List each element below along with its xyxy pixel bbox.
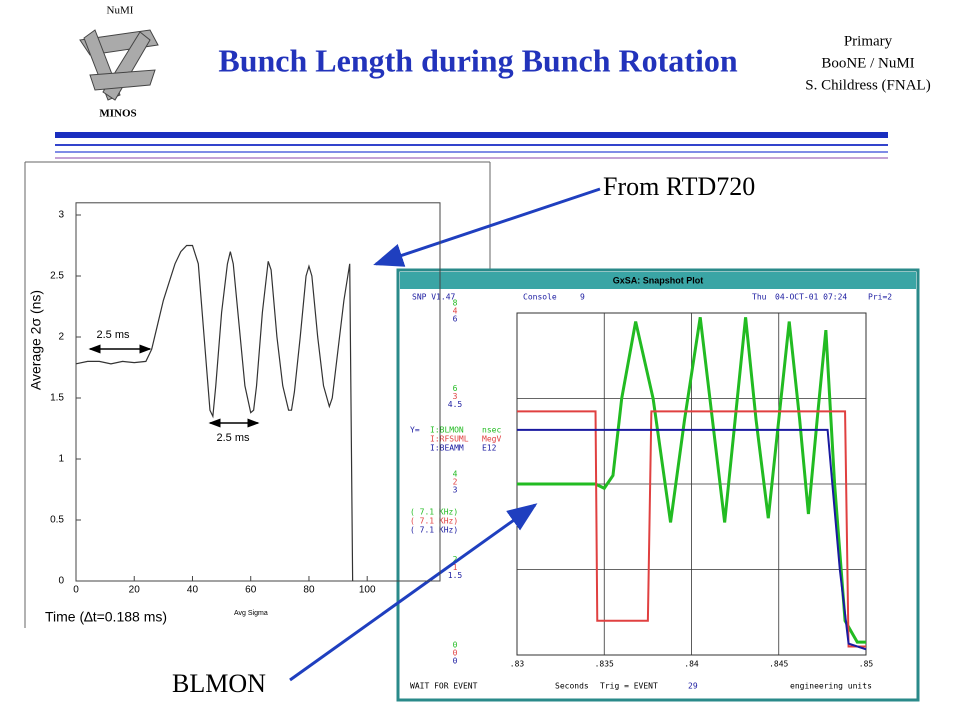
y-tick-label: 3 [453, 392, 458, 401]
note: 2.5 ms [216, 432, 250, 444]
x-tick-label: 0 [73, 585, 79, 596]
legend-label: Avg Sigma [234, 610, 268, 617]
y-tick-label: 4.5 [448, 400, 463, 409]
status-text: 04-OCT-01 07:24 [775, 293, 847, 302]
y-tick-label: 2 [453, 478, 458, 487]
slide-title: Bunch Length during Bunch Rotation [218, 42, 737, 78]
right-chart: GxSA: Snapshot Plot SNP V1.47 Console 9 Thu 0… [410, 275, 892, 690]
snapshot-window [396, 268, 920, 702]
status-text: SNP V1.47 [412, 293, 456, 302]
y-tick-label: 4 [453, 470, 458, 479]
legend-prefix: Y= [410, 426, 420, 435]
x-tick-label: 100 [359, 585, 376, 596]
status-text: 9 [580, 293, 585, 302]
y-tick-label: 3 [58, 210, 64, 221]
series-line [517, 317, 866, 644]
window-titlebar [400, 272, 916, 289]
left-frame [24, 161, 491, 628]
x-tick-label: .84 [684, 660, 699, 669]
status-text: Thu [752, 293, 767, 302]
x-axis-label: Seconds [555, 682, 589, 691]
y-tick-label: 2.5 [50, 271, 64, 282]
footer-text: 29 [688, 682, 698, 691]
x-tick-label: .83 [510, 660, 525, 669]
footer-text: engineering units [790, 682, 872, 691]
logo-top: NuMI [107, 5, 134, 17]
corner-line: S. Childress (FNAL) [805, 77, 930, 93]
rules [55, 132, 888, 159]
y-tick-label: 8 [453, 299, 458, 308]
x-tick-label: .835 [595, 660, 614, 669]
x-tick-label: .85 [859, 660, 874, 669]
y-tick-label: 0 [453, 641, 458, 650]
y-tick-label: 1.5 [50, 393, 64, 404]
y-tick-label: 3 [453, 486, 458, 495]
corner-line: Primary [844, 33, 893, 49]
legend-name: I:BLMON [430, 426, 464, 435]
status-text: Pri=2 [868, 293, 892, 302]
logo [79, 29, 159, 101]
y-tick-label: 2 [58, 332, 64, 343]
y-tick-label: 6 [453, 384, 458, 393]
x-tick-label: .845 [769, 660, 788, 669]
x-tick-label: 60 [245, 585, 257, 596]
y-tick-label: 0 [58, 576, 64, 587]
legend-unit: nsec [482, 426, 501, 435]
y-tick-label: 6 [453, 315, 458, 324]
corner-line: BooNE / NuMI [821, 55, 914, 71]
series-line [517, 410, 866, 648]
data-line [75, 244, 354, 582]
y-axis-label: Average 2σ (ns) [28, 290, 44, 390]
plot-frame [75, 202, 441, 582]
annotation: From RTD720 [603, 172, 755, 201]
legend-name: I:BEAMM [430, 444, 464, 453]
y-tick-label: 0 [453, 657, 458, 666]
annotation: BLMON [172, 669, 266, 698]
legend-rate: ( 7.1 KHz) [410, 517, 458, 526]
x-tick-label: 20 [129, 585, 141, 596]
legend-rate: ( 7.1 KHz) [410, 526, 458, 535]
y-tick-label: 4 [453, 307, 458, 316]
arrow [373, 187, 601, 267]
x-tick-label: 80 [303, 585, 315, 596]
legend-rate: ( 7.1 KHz) [410, 508, 458, 517]
x-axis-label: Time (∆t=0.188 ms) [45, 609, 167, 625]
legend-unit: MegV [482, 435, 501, 444]
y-tick-label: 2 [453, 555, 458, 564]
logo-bottom: MINOS [99, 108, 136, 120]
y-tick-label: 1 [58, 454, 64, 465]
y-tick-label: 0.5 [50, 515, 64, 526]
arrow [289, 503, 538, 682]
x-tick-label: 40 [187, 585, 199, 596]
status-text: Console [523, 293, 557, 302]
y-tick-label: 0 [453, 649, 458, 658]
y-tick-label: 1 [453, 563, 458, 572]
y-tick-label: 1.5 [448, 571, 463, 580]
note: 2.5 ms [96, 329, 130, 341]
footer-text: Trig = EVENT [600, 682, 658, 691]
footer-text: WAIT FOR EVENT [410, 682, 478, 691]
window-title: GxSA: Snapshot Plot [613, 275, 704, 285]
legend-name: I:RFSUML [430, 435, 469, 444]
series-line [517, 428, 867, 651]
legend-unit: E12 [482, 444, 497, 453]
